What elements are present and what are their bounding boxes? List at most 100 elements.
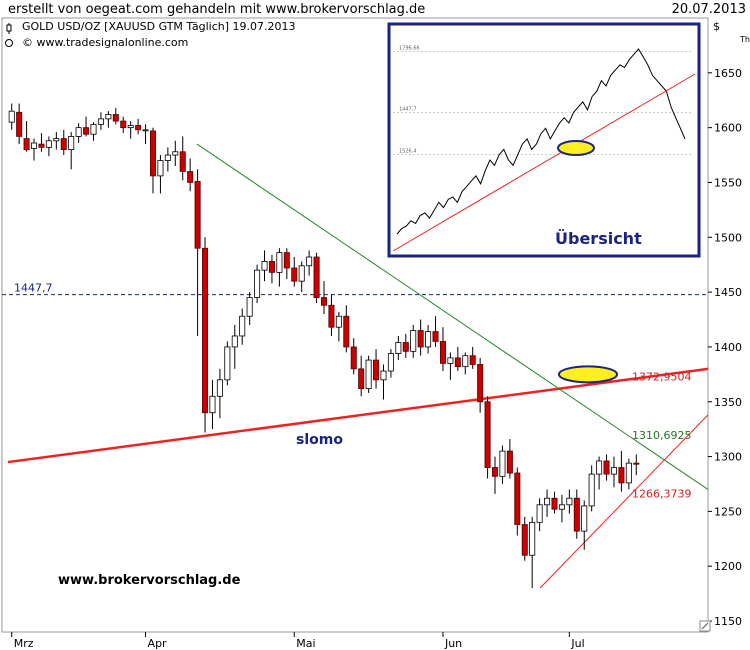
x-tick-label: Mai bbox=[296, 637, 315, 650]
candle-body bbox=[558, 504, 565, 510]
support-line bbox=[7, 367, 709, 464]
candle bbox=[380, 364, 387, 400]
candle-body bbox=[506, 450, 513, 474]
candle-body bbox=[432, 331, 439, 342]
candle bbox=[149, 127, 156, 194]
candle bbox=[179, 136, 186, 181]
candle-body bbox=[246, 297, 253, 317]
candle-body bbox=[529, 521, 536, 556]
candle bbox=[313, 252, 320, 304]
candle-body bbox=[127, 125, 134, 129]
candle-body bbox=[536, 504, 543, 523]
candle-body bbox=[395, 342, 402, 354]
candle bbox=[90, 122, 97, 141]
candle-body bbox=[603, 460, 610, 475]
candle-body bbox=[202, 247, 209, 414]
candle bbox=[23, 121, 30, 152]
candle bbox=[506, 439, 513, 479]
candle-body bbox=[306, 256, 313, 267]
candle bbox=[291, 257, 298, 287]
highlight-ellipse bbox=[558, 365, 618, 384]
candle-body bbox=[68, 136, 75, 150]
candle bbox=[402, 333, 409, 358]
candle bbox=[276, 248, 283, 287]
y-tick-label: 1350 bbox=[714, 396, 742, 409]
candle-body bbox=[53, 138, 60, 142]
candle-body bbox=[566, 497, 573, 506]
candle bbox=[618, 451, 625, 492]
candle bbox=[469, 346, 476, 369]
candle bbox=[573, 489, 580, 539]
inset-level-label: 1526,4 bbox=[399, 149, 417, 155]
candle-body bbox=[581, 505, 588, 532]
inset-level-label: 1796,66 bbox=[399, 46, 420, 52]
candle bbox=[521, 516, 528, 561]
candle-body bbox=[588, 473, 595, 507]
candle bbox=[625, 458, 632, 490]
instrument-glyph-icon bbox=[6, 23, 12, 34]
candle bbox=[209, 379, 216, 430]
candle-body bbox=[544, 497, 551, 506]
candle-body bbox=[462, 355, 469, 368]
candle bbox=[439, 327, 446, 372]
candle bbox=[112, 107, 119, 125]
candle bbox=[417, 319, 424, 356]
candle bbox=[164, 147, 171, 172]
candle-body bbox=[618, 467, 625, 484]
candle-body bbox=[112, 114, 119, 122]
candle bbox=[97, 112, 104, 130]
candle bbox=[581, 500, 588, 550]
candle-body bbox=[276, 252, 283, 273]
candle-body bbox=[231, 335, 238, 348]
y-tick-label: 1600 bbox=[714, 122, 742, 135]
header-date: 20.07.2013 bbox=[672, 2, 746, 17]
candle-body bbox=[8, 110, 15, 123]
corner-symbol: Th bbox=[739, 35, 750, 44]
candle-body bbox=[417, 330, 424, 348]
candle-body bbox=[23, 138, 30, 150]
candle bbox=[462, 352, 469, 375]
candle-body bbox=[75, 127, 82, 137]
candle-body bbox=[254, 269, 261, 298]
y-tick-label: 1650 bbox=[714, 67, 742, 80]
short-term-support-line bbox=[539, 414, 709, 589]
candle-body bbox=[142, 129, 149, 132]
x-tick-label: Apr bbox=[148, 637, 168, 650]
candle-body bbox=[194, 180, 201, 249]
candle bbox=[8, 103, 15, 130]
candle-body bbox=[38, 143, 45, 148]
candle bbox=[514, 467, 521, 536]
candle bbox=[536, 498, 543, 532]
candle bbox=[410, 325, 417, 358]
candle-body bbox=[291, 267, 298, 282]
y-tick-label: 1250 bbox=[714, 505, 742, 518]
candle bbox=[157, 155, 164, 194]
candle-body bbox=[179, 151, 186, 172]
candle-body bbox=[402, 342, 409, 352]
candle bbox=[432, 316, 439, 347]
resize-handle-icon[interactable] bbox=[699, 620, 711, 632]
candle-body bbox=[97, 118, 104, 125]
candle-body bbox=[410, 330, 417, 352]
candle bbox=[447, 352, 454, 380]
inset-price-line bbox=[396, 48, 686, 235]
candle bbox=[425, 325, 432, 354]
candle bbox=[75, 123, 82, 143]
candle-body bbox=[261, 261, 268, 271]
candle bbox=[320, 281, 328, 315]
candle-body bbox=[573, 497, 580, 532]
candle-body bbox=[477, 364, 484, 403]
candle bbox=[335, 311, 342, 342]
candle bbox=[120, 116, 127, 134]
x-tick-label: Mrz bbox=[14, 637, 34, 650]
x-tick-label: Jun bbox=[444, 637, 462, 650]
candle-body bbox=[216, 379, 223, 397]
candle-body bbox=[439, 341, 446, 364]
candle-body bbox=[596, 460, 603, 475]
candle bbox=[45, 136, 52, 157]
candle-body bbox=[484, 401, 491, 468]
candle bbox=[216, 368, 223, 419]
candle bbox=[38, 133, 45, 152]
candle-body bbox=[514, 472, 521, 525]
candle-body bbox=[492, 467, 499, 477]
